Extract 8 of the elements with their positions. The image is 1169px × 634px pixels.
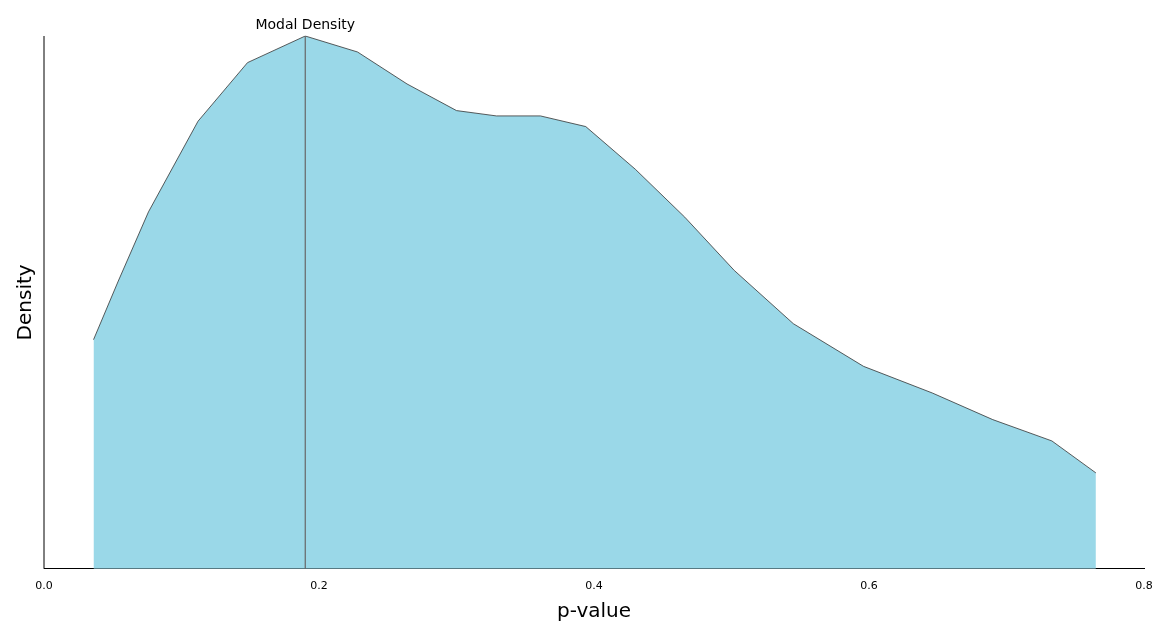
- ref-line-label: Modal Density: [255, 15, 356, 32]
- y-axis-title: Density: [12, 264, 37, 341]
- x-tick-label: 0.2: [310, 579, 328, 593]
- x-axis-title: p-value: [556, 598, 632, 623]
- x-tick-label: 0.0: [35, 579, 53, 593]
- x-tick-label: 0.8: [1135, 579, 1153, 593]
- x-tick-label: 0.4: [585, 579, 603, 593]
- x-tick-label: 0.6: [860, 579, 878, 593]
